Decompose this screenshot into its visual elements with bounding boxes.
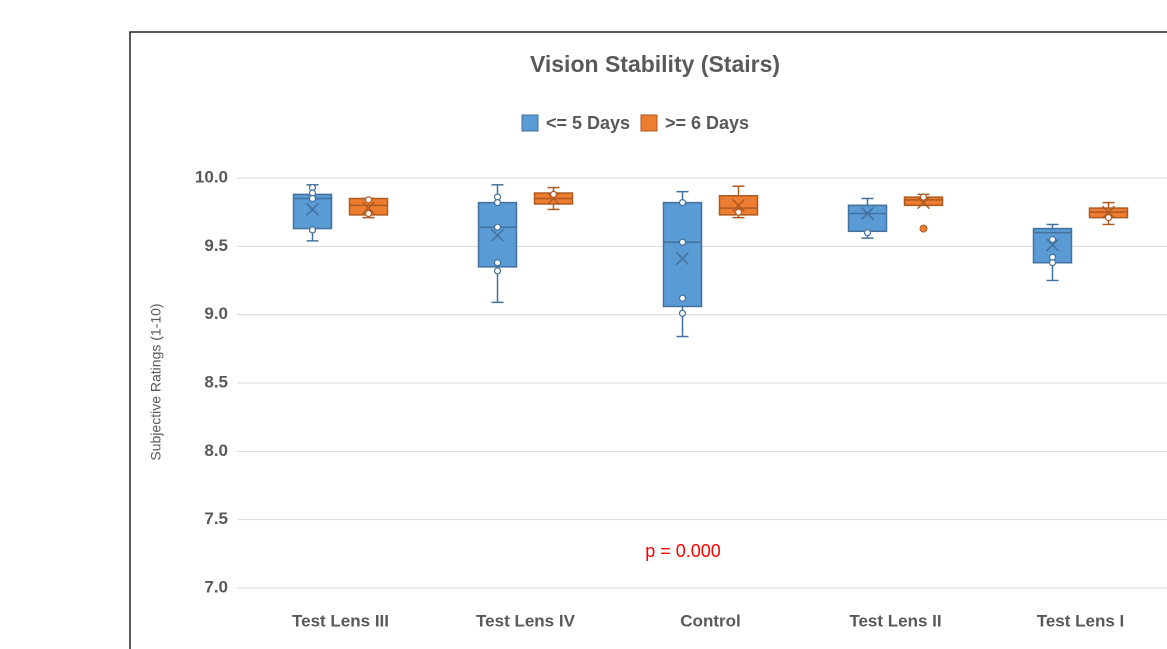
mean-marker bbox=[490, 228, 505, 242]
y-axis-label: Subjective Ratings (1-10) bbox=[148, 303, 164, 460]
outlier bbox=[919, 224, 928, 233]
box bbox=[662, 201, 703, 308]
point bbox=[1048, 259, 1057, 267]
mean-marker bbox=[916, 196, 931, 210]
legend-label: <= 5 Days bbox=[546, 113, 630, 133]
point bbox=[678, 199, 687, 207]
legend-label: >= 6 Days bbox=[665, 113, 749, 133]
point bbox=[493, 199, 502, 207]
point bbox=[549, 190, 558, 198]
x-tick-label: Test Lens II bbox=[849, 611, 941, 630]
point bbox=[678, 238, 687, 246]
y-tick-label: 7.5 bbox=[204, 509, 228, 528]
y-tick-label: 10.0 bbox=[195, 167, 228, 186]
mean-marker bbox=[731, 198, 746, 212]
y-tick-label: 8.0 bbox=[204, 441, 228, 460]
point bbox=[919, 193, 928, 201]
point bbox=[493, 259, 502, 267]
mean-marker bbox=[675, 252, 690, 266]
mean-marker bbox=[361, 201, 376, 215]
annotation: p = 0.000 bbox=[645, 541, 721, 561]
mean-marker bbox=[305, 202, 320, 216]
y-tick-label: 9.0 bbox=[204, 304, 228, 323]
chart-title: Vision Stability (Stairs) bbox=[530, 51, 780, 77]
box bbox=[847, 204, 888, 233]
point bbox=[1104, 214, 1113, 222]
point bbox=[863, 229, 872, 237]
x-tick-label: Control bbox=[680, 611, 740, 630]
x-tick-label: Test Lens IV bbox=[476, 611, 576, 630]
point bbox=[493, 267, 502, 275]
y-tick-label: 9.5 bbox=[204, 236, 228, 255]
point bbox=[678, 309, 687, 317]
legend-swatch bbox=[640, 114, 658, 132]
point bbox=[1048, 235, 1057, 244]
point bbox=[308, 226, 317, 234]
x-tick-label: Test Lens I bbox=[1037, 611, 1125, 630]
point bbox=[364, 196, 373, 204]
legend-swatch bbox=[521, 114, 539, 132]
point bbox=[308, 194, 317, 203]
mean-marker bbox=[1101, 205, 1116, 219]
x-tick-label: Test Lens III bbox=[292, 611, 389, 630]
mean-marker bbox=[860, 207, 875, 221]
point bbox=[678, 294, 687, 302]
mean-marker bbox=[1045, 238, 1060, 252]
y-tick-label: 7.0 bbox=[204, 577, 228, 596]
point bbox=[493, 223, 502, 231]
mean-marker bbox=[546, 191, 561, 206]
point bbox=[734, 208, 743, 216]
chart-border bbox=[129, 31, 1167, 649]
y-tick-label: 8.5 bbox=[204, 372, 228, 391]
point bbox=[364, 209, 373, 218]
